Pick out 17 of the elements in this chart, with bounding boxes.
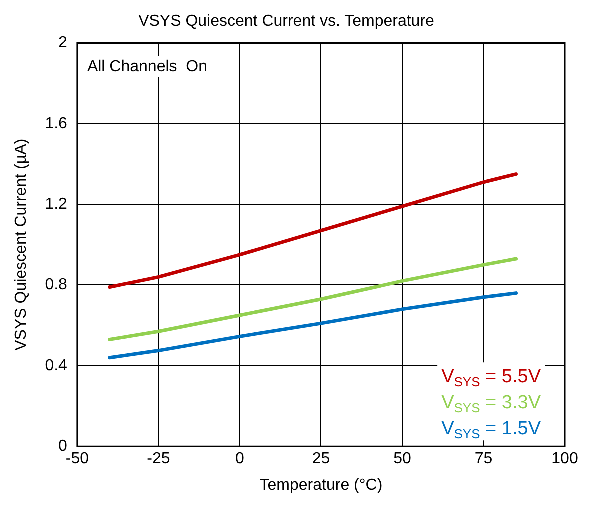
y-tick-label: 1.2	[45, 196, 68, 213]
y-axis-title: VSYS Quiescent Current (µA)	[13, 138, 30, 351]
y-tick-label: 1.6	[45, 115, 68, 132]
y-tick-label: 0.8	[45, 276, 68, 294]
y-tick-label: 0	[58, 438, 68, 456]
annotation: All Channels On	[87, 58, 208, 76]
chart-title: VSYS Quiescent Current vs. Temperature	[138, 13, 435, 30]
x-tick-label: -25	[147, 450, 170, 468]
x-tick-label: 75	[474, 450, 493, 468]
x-tick-label: 100	[552, 450, 578, 468]
y-tick-label: 0.4	[45, 357, 68, 374]
x-tick-label: 50	[394, 450, 412, 468]
x-axis-title: Temperature (°C)	[260, 476, 383, 494]
x-tick-label: -50	[66, 450, 90, 468]
x-tick-label: 0	[236, 450, 245, 468]
x-tick-label: 25	[312, 450, 330, 468]
y-tick-label: 2	[58, 34, 68, 52]
